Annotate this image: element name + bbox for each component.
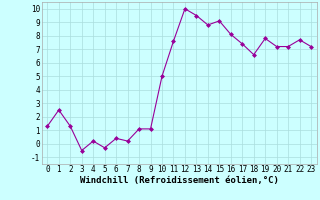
X-axis label: Windchill (Refroidissement éolien,°C): Windchill (Refroidissement éolien,°C) xyxy=(80,176,279,185)
